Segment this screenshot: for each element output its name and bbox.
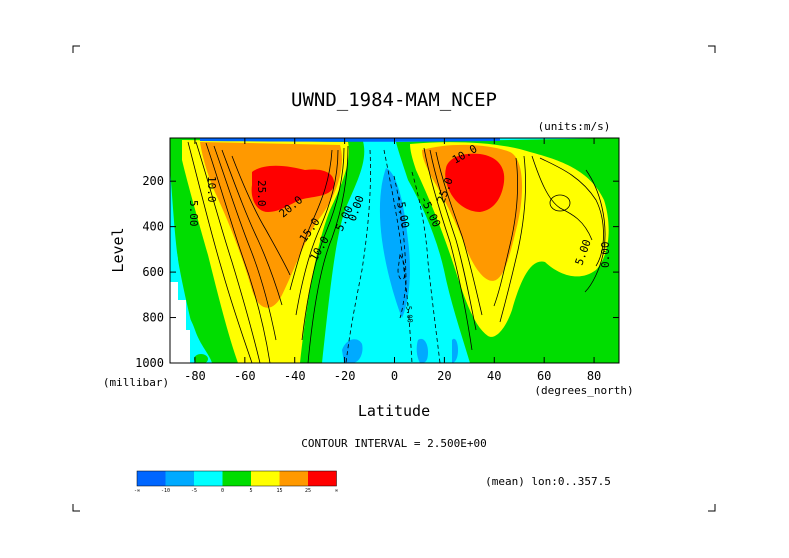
- y-tick-label: 600: [142, 265, 164, 279]
- colorbar-label: 0: [221, 488, 224, 494]
- x-tick-label: 40: [487, 369, 501, 383]
- contour-interval-label: CONTOUR INTERVAL = 2.500E+00: [301, 437, 486, 450]
- x-units-label: (degrees_north): [534, 384, 633, 397]
- colorbar-legend: -∞ -10 -5 0 5 15 25 ∞: [134, 470, 338, 494]
- colorbar-label: -∞: [134, 488, 140, 494]
- contour-label: 5.00: [187, 200, 200, 227]
- mean-note: (mean) lon:0..357.5: [485, 475, 611, 488]
- contour-fill-neg10-to-neg5-tropics: [379, 168, 410, 318]
- plot-area: 10.0 5.00 25.0 20.0 15.0 10.0 5.00 0.00 …: [170, 138, 619, 363]
- jet-core-north: [445, 153, 505, 212]
- jet-core-south: [251, 165, 335, 212]
- contour-lines-negative: [345, 149, 441, 363]
- x-tick-label: 80: [587, 369, 601, 383]
- colorbar-frame: [136, 470, 337, 487]
- colorbar-label: ∞: [335, 488, 338, 494]
- y-tick-label: 800: [142, 311, 164, 325]
- x-tick-label: -40: [284, 369, 306, 383]
- colorbar-swatch: [137, 471, 166, 486]
- contour-label: 0.00: [599, 242, 612, 269]
- x-tick-label: -20: [334, 369, 356, 383]
- colorbar-swatch: [279, 471, 308, 486]
- y-units-label: (millibar): [103, 376, 169, 389]
- contour-fill-white-south-polar: [170, 282, 190, 363]
- y-tick-label: 200: [142, 174, 164, 188]
- corner-marks: [72, 45, 716, 512]
- contour-label: -5.00: [404, 301, 414, 323]
- colorbar-swatch: [165, 471, 194, 486]
- contour-label: 25.0: [255, 180, 268, 207]
- contour-label: -5.00: [393, 194, 412, 229]
- colorbar-label: 25: [305, 488, 311, 494]
- colorbar-swatch: [194, 471, 223, 486]
- x-tick-label: -60: [234, 369, 256, 383]
- contour-lines-positive: [187, 141, 606, 363]
- units-note: (units:m/s): [538, 120, 611, 133]
- colorbar-label: 15: [276, 488, 282, 494]
- chart-title: UWND_1984-MAM_NCEP: [291, 89, 497, 111]
- x-tick-label: -80: [184, 369, 206, 383]
- colorbar-swatch: [251, 471, 280, 486]
- y-axis: 200 400 600 800 1000: [135, 174, 619, 370]
- colorbar-label: 5: [249, 488, 252, 494]
- contour-label: 10.0: [205, 176, 218, 203]
- colorbar-swatch: [222, 471, 251, 486]
- colorbar-label: -10: [161, 488, 170, 494]
- x-tick-label: 0: [391, 369, 398, 383]
- x-axis-title: Latitude: [358, 402, 430, 420]
- y-axis-title: Level: [109, 227, 127, 272]
- colorbar-label: -5: [191, 488, 197, 494]
- y-tick-label: 1000: [135, 356, 164, 370]
- x-tick-label: 60: [537, 369, 551, 383]
- x-tick-label: 20: [437, 369, 451, 383]
- x-axis: -80 -60 -40 -20 0 20 40 60 80: [184, 138, 601, 383]
- y-tick-label: 400: [142, 220, 164, 234]
- colorbar-swatch: [308, 471, 337, 486]
